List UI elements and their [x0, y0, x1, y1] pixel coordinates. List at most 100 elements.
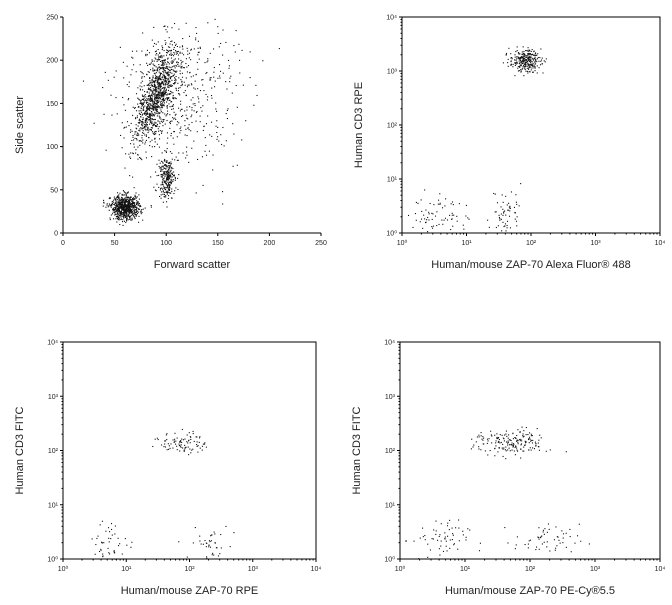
data-point	[167, 177, 169, 179]
data-point	[232, 123, 234, 125]
data-point	[161, 92, 163, 94]
data-point	[131, 211, 133, 213]
data-point	[163, 93, 165, 96]
data-point	[218, 46, 220, 48]
data-point	[145, 113, 147, 115]
data-point	[123, 199, 125, 201]
data-point	[113, 207, 115, 210]
data-point	[119, 213, 121, 215]
y-tick-label: 10³	[387, 69, 398, 76]
data-point	[537, 53, 539, 55]
data-point	[145, 53, 147, 55]
data-point	[153, 186, 155, 188]
data-point	[198, 441, 200, 443]
data-point	[527, 54, 529, 56]
data-point	[514, 64, 516, 66]
data-point	[525, 49, 527, 52]
data-point	[531, 67, 533, 69]
data-point	[525, 56, 527, 58]
data-point	[126, 121, 129, 123]
data-point	[532, 57, 534, 59]
data-point	[148, 108, 150, 110]
data-point	[544, 528, 546, 530]
data-point	[146, 116, 149, 118]
data-point	[171, 85, 173, 87]
data-point	[145, 151, 147, 153]
data-point	[191, 107, 193, 109]
data-point	[122, 204, 124, 206]
data-point	[515, 544, 517, 546]
data-point	[137, 103, 139, 105]
data-point	[136, 202, 139, 204]
data-point	[136, 210, 139, 212]
data-point	[155, 112, 157, 114]
data-point	[447, 535, 449, 537]
data-point	[110, 206, 112, 208]
data-point	[178, 174, 180, 176]
data-point	[212, 154, 214, 156]
data-point	[160, 89, 162, 91]
data-point	[158, 78, 160, 80]
data-point	[445, 545, 447, 547]
data-point	[126, 212, 128, 214]
data-point	[177, 159, 179, 161]
data-point	[168, 66, 170, 68]
data-point	[152, 122, 154, 124]
data-point	[159, 89, 161, 91]
data-point	[165, 88, 168, 90]
data-point	[155, 96, 157, 98]
data-point	[536, 546, 538, 548]
data-point	[132, 197, 135, 199]
data-point	[181, 81, 183, 83]
data-point	[458, 203, 460, 205]
data-point	[185, 157, 187, 159]
data-point	[138, 112, 140, 114]
data-point	[156, 68, 158, 70]
data-point	[158, 82, 160, 84]
data-point	[172, 117, 174, 119]
data-point	[129, 204, 131, 206]
data-point	[511, 444, 513, 446]
data-point	[170, 49, 173, 51]
data-point	[123, 215, 125, 217]
data-point	[569, 535, 571, 538]
data-point	[149, 63, 151, 65]
data-point	[156, 86, 158, 88]
data-point	[173, 65, 175, 67]
data-point	[532, 71, 534, 73]
data-point	[175, 113, 177, 115]
data-point	[524, 444, 526, 446]
data-point	[515, 201, 517, 203]
data-point	[145, 55, 147, 57]
data-point	[545, 58, 547, 60]
data-point	[495, 442, 497, 444]
x-tick-label: 10¹	[461, 240, 472, 247]
data-point	[509, 210, 511, 212]
data-point	[126, 84, 128, 86]
data-point	[180, 59, 182, 61]
data-point	[205, 446, 207, 448]
data-point	[452, 534, 454, 536]
data-point	[234, 51, 236, 53]
data-point	[513, 59, 516, 61]
data-point	[161, 92, 163, 94]
data-point	[206, 71, 208, 74]
data-point	[180, 440, 182, 442]
data-point	[160, 72, 163, 75]
data-point	[167, 93, 169, 95]
data-point	[166, 206, 168, 208]
data-point	[180, 108, 182, 110]
data-point	[500, 441, 502, 444]
data-point	[166, 51, 168, 54]
data-point	[249, 51, 251, 53]
data-point	[152, 104, 154, 106]
data-point	[172, 105, 174, 107]
data-point	[141, 159, 143, 161]
data-point	[201, 79, 203, 81]
data-point	[160, 79, 162, 81]
data-point	[153, 81, 155, 83]
data-point	[153, 81, 155, 83]
data-point	[192, 542, 194, 544]
data-point	[175, 79, 177, 81]
data-point	[159, 87, 161, 89]
